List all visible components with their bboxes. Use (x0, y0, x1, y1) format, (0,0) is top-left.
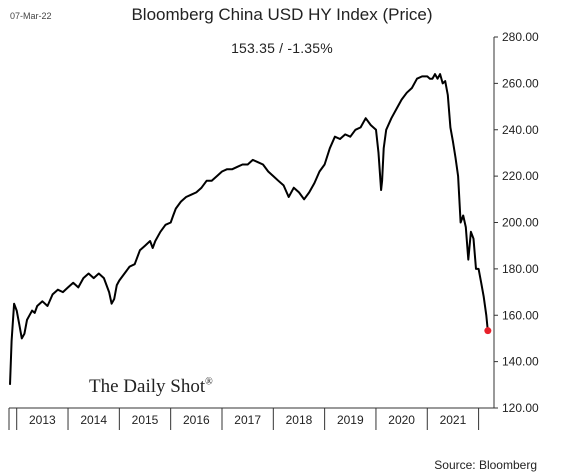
y-tick-label: 160.00 (502, 308, 539, 322)
brand-name: The Daily Shot (89, 376, 206, 397)
x-tick-label: 2018 (286, 413, 313, 427)
y-tick-label: 220.00 (502, 169, 539, 183)
y-tick-label: 120.00 (502, 401, 539, 415)
brand-logo: The Daily Shot® (89, 376, 213, 398)
y-tick-label: 280.00 (502, 30, 539, 44)
chart-date: 07-Mar-22 (10, 11, 52, 21)
x-tick-label: 2013 (29, 413, 56, 427)
x-tick-label: 2015 (132, 413, 159, 427)
source-note: Source: Bloomberg (434, 458, 537, 472)
x-tick-label: 2019 (337, 413, 364, 427)
x-axis: 2013 2014 2015 2016 2017 2018 2019 2020 2021 (8, 407, 494, 430)
x-tick-label: 2017 (234, 413, 261, 427)
y-tick-label: 140.00 (502, 355, 539, 369)
x-tick-label: 2021 (440, 413, 467, 427)
series-line (9, 73, 489, 385)
chart-subtitle: 153.35 / -1.35% (231, 40, 333, 56)
last-point-marker (484, 327, 492, 335)
x-tick-label: 2016 (183, 413, 210, 427)
y-tick-label: 200.00 (502, 216, 539, 230)
chart-title: Bloomberg China USD HY Index (Price) (131, 5, 433, 24)
y-axis: 120.00 140.00 160.00 180.00 200.00 220.00 240.… (493, 30, 539, 415)
y-tick-label: 240.00 (502, 123, 539, 137)
y-tick-label: 180.00 (502, 262, 539, 276)
x-tick-label: 2020 (388, 413, 415, 427)
registered-mark: ® (205, 376, 213, 388)
x-tick-label: 2014 (80, 413, 107, 427)
plot-area (9, 73, 492, 385)
y-tick-label: 260.00 (502, 76, 539, 90)
